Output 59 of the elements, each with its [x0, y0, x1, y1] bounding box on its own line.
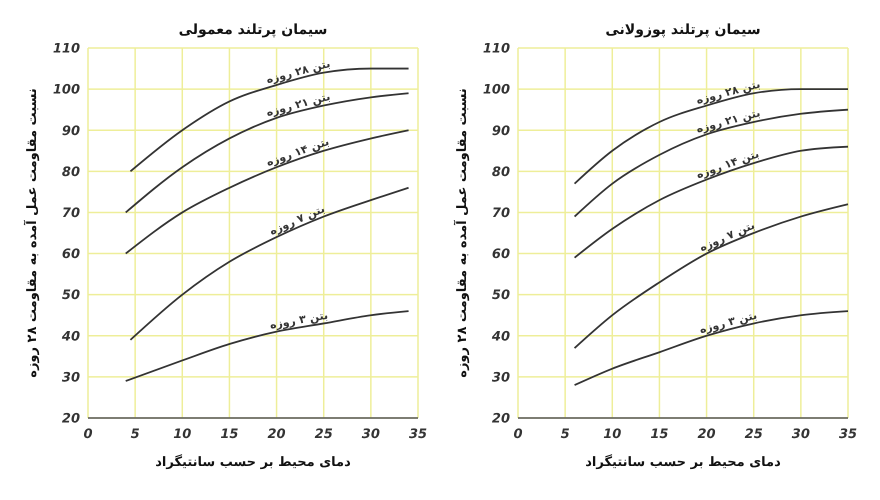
x-tick-label: 30 — [792, 427, 810, 442]
x-tick-label: 30 — [362, 427, 380, 442]
y-tick-label: 90 — [62, 124, 80, 139]
text: بتن ۲۱ روزه — [694, 106, 762, 136]
y-tick-label: 30 — [62, 370, 80, 386]
text: بتن ۳ روزه — [268, 308, 329, 332]
y-tick-label: 40 — [60, 329, 80, 344]
y-tick-label: 70 — [62, 206, 80, 221]
text: بتن ۱۴ روزه — [694, 147, 761, 182]
y-tick-label: 90 — [492, 124, 510, 139]
y-axis-title: نسبت مقاومت عمل آمده به مقاومت ۲۸ روزه — [23, 88, 40, 378]
x-tick-label: 35 — [838, 427, 858, 442]
y-tick-label: 20 — [492, 412, 510, 427]
y-tick-label: 30 — [492, 370, 510, 386]
text: بتن ۳ روزه — [698, 308, 758, 336]
y-tick-label: 100 — [482, 82, 510, 98]
x-tick-label: 0 — [83, 427, 93, 442]
text: بتن ۲۸ روزه — [264, 56, 332, 86]
y-tick-label: 50 — [62, 288, 80, 304]
text: بتن ۷ روزه — [268, 202, 327, 238]
line-series — [574, 146, 849, 259]
text: بتن ۱۴ روزه — [264, 134, 331, 169]
y-tick-label: 40 — [490, 329, 510, 344]
line-series — [124, 310, 410, 382]
line-series — [574, 310, 849, 386]
x-tick-label: 10 — [173, 427, 192, 442]
chart-title: سیمان پرتلند پوزولانی — [605, 22, 761, 38]
line-series — [574, 108, 849, 218]
y-tick-label: 50 — [492, 288, 510, 304]
y-tick-label: 110 — [482, 42, 510, 57]
y-tick-label: 80 — [492, 164, 510, 180]
text: بتن ۷ روزه — [698, 218, 757, 254]
y-tick-label: 60 — [62, 247, 80, 262]
line-series — [574, 203, 849, 350]
x-tick-label: 35 — [408, 427, 428, 442]
text: بتن ۲۱ روزه — [264, 90, 332, 120]
x-tick-label: 5 — [560, 427, 570, 442]
x-tick-label: 0 — [513, 427, 523, 442]
chart-title: سیمان پرتلند معمولی — [178, 22, 328, 38]
line-series — [124, 129, 410, 254]
y-tick-label: 100 — [52, 82, 80, 98]
y-tick-label: 20 — [62, 412, 80, 427]
x-axis-title: دمای محیط بر حسب سانتیگراد — [585, 454, 782, 470]
y-tick-label: 80 — [62, 164, 80, 180]
x-tick-label: 25 — [744, 427, 763, 442]
y-tick-label: 60 — [492, 247, 510, 262]
line-series — [130, 186, 410, 341]
x-tick-label: 5 — [130, 427, 140, 442]
y-tick-label: 70 — [492, 206, 510, 221]
x-tick-label: 15 — [650, 427, 668, 442]
y-axis-title: نسبت مقاومت عمل آمده به مقاومت ۲۸ روزه — [453, 88, 470, 378]
x-tick-label: 20 — [268, 427, 286, 442]
x-axis-title: دمای محیط بر حسب سانتیگراد — [155, 454, 352, 470]
text: بتن ۲۸ روزه — [694, 78, 762, 107]
x-tick-label: 10 — [603, 427, 622, 442]
y-tick-label: 110 — [52, 42, 80, 57]
x-tick-label: 15 — [220, 427, 238, 442]
x-tick-label: 20 — [698, 427, 716, 442]
x-tick-label: 25 — [314, 427, 333, 442]
